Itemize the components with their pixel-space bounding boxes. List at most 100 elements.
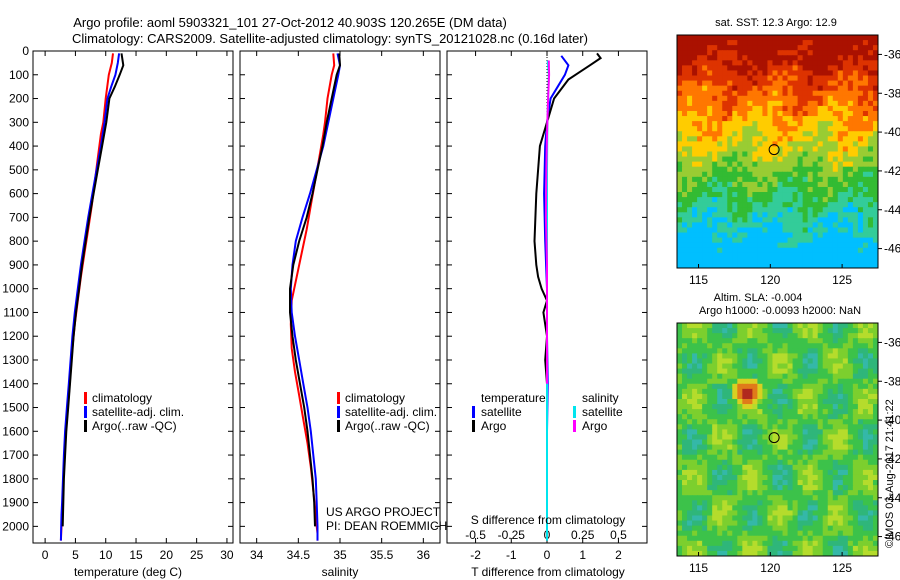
- sla-cell: [757, 540, 763, 547]
- sla-cell: [762, 469, 768, 476]
- sst-cell: [747, 35, 753, 41]
- sst-cell: [797, 126, 804, 132]
- sla-cell: [742, 485, 748, 491]
- sst-cell: [807, 207, 814, 213]
- sla-cell: [822, 404, 829, 410]
- sla-cell: [762, 550, 768, 557]
- sla-cell: [687, 510, 693, 516]
- sla-cell: [797, 505, 804, 511]
- sst-cell: [777, 247, 784, 254]
- sst-cell: [812, 55, 819, 61]
- sst-cell: [847, 100, 854, 107]
- sla-cell: [782, 434, 789, 440]
- sla-cell: [787, 363, 794, 370]
- sla-cell: [727, 358, 733, 365]
- sst-cell: [842, 262, 849, 269]
- sla-cell: [677, 464, 683, 471]
- sla-cell: [847, 490, 854, 496]
- sst-cell: [737, 60, 743, 66]
- sla-cell: [857, 495, 864, 501]
- sla-cell: [842, 515, 849, 522]
- sla-cell: [742, 444, 748, 451]
- sst-cell: [802, 227, 809, 234]
- sla-cell: [807, 328, 814, 334]
- sla-cell: [862, 454, 869, 461]
- sla-cell: [727, 444, 733, 451]
- sst-cell: [777, 40, 784, 46]
- sla-cell: [737, 373, 743, 380]
- sla-cell: [717, 404, 723, 410]
- sla-cell: [687, 409, 693, 415]
- sla-cell: [707, 348, 713, 354]
- sla-cell: [682, 373, 688, 380]
- sst-cell: [747, 197, 753, 203]
- sst-cell: [717, 141, 723, 147]
- sst-cell: [862, 35, 869, 41]
- sla-cell: [817, 343, 824, 349]
- sla-cell: [727, 550, 733, 557]
- sla-cell: [727, 459, 733, 466]
- sst-cell: [822, 227, 829, 234]
- sla-cell: [787, 495, 794, 501]
- sst-cell: [777, 70, 784, 77]
- sla-cell: [697, 469, 703, 476]
- sst-cell: [792, 232, 799, 239]
- sla-cell: [717, 338, 723, 344]
- sst-cell: [702, 262, 708, 269]
- sla-cell: [857, 333, 864, 339]
- sst-cell: [707, 242, 713, 249]
- sla-cell: [812, 464, 819, 471]
- sla-cell: [697, 388, 703, 395]
- sla-cell: [762, 383, 768, 390]
- sla-cell: [762, 500, 768, 506]
- sst-cell: [717, 95, 723, 102]
- sla-cell: [852, 545, 859, 552]
- sla-cell: [827, 353, 834, 359]
- sla-cell: [727, 520, 733, 527]
- sla-cell: [857, 520, 864, 527]
- sla-cell: [727, 439, 733, 446]
- sla-cell: [852, 419, 859, 425]
- sla-cell: [762, 485, 768, 491]
- sla-cell: [727, 363, 733, 370]
- sst-cell: [782, 80, 789, 87]
- sla-cell: [832, 398, 839, 405]
- sla-cell: [837, 540, 844, 547]
- sla-cell: [702, 419, 708, 425]
- sla-cell: [822, 383, 829, 390]
- sla-cell: [762, 353, 768, 359]
- sst-cell: [702, 257, 708, 264]
- sst-cell: [692, 186, 698, 193]
- sst-cell: [777, 141, 784, 147]
- sst-cell: [707, 95, 713, 102]
- sst-cell: [687, 110, 693, 117]
- sla-cell: [687, 459, 693, 466]
- sla-cell: [852, 505, 859, 511]
- sla-cell: [712, 343, 718, 349]
- sla-cell: [762, 424, 768, 430]
- sst-cell: [692, 192, 698, 198]
- sla-cell: [797, 338, 804, 344]
- sst-cell: [722, 237, 728, 244]
- sla-cell: [812, 368, 819, 375]
- sst-cell: [767, 100, 773, 107]
- sst-cell: [747, 146, 753, 152]
- sla-cell: [802, 454, 809, 461]
- sst-cell: [762, 35, 768, 41]
- sst-cell: [697, 65, 703, 71]
- sst-cell: [867, 60, 874, 66]
- sst-cell: [842, 207, 849, 213]
- sst-cell: [737, 202, 743, 208]
- sst-cell: [737, 242, 743, 249]
- sla-cell: [757, 495, 763, 501]
- sst-cell: [837, 50, 844, 56]
- sst-cell: [827, 105, 834, 112]
- sst-cell: [792, 121, 799, 127]
- sst-cell: [842, 242, 849, 249]
- sst-cell: [677, 227, 683, 234]
- sla-cell: [707, 550, 713, 557]
- legend-label-satellite: satellite-adj. clim.: [345, 405, 437, 419]
- sst-cell: [812, 176, 819, 183]
- sla-cell: [777, 393, 784, 400]
- sst-cell: [797, 110, 804, 117]
